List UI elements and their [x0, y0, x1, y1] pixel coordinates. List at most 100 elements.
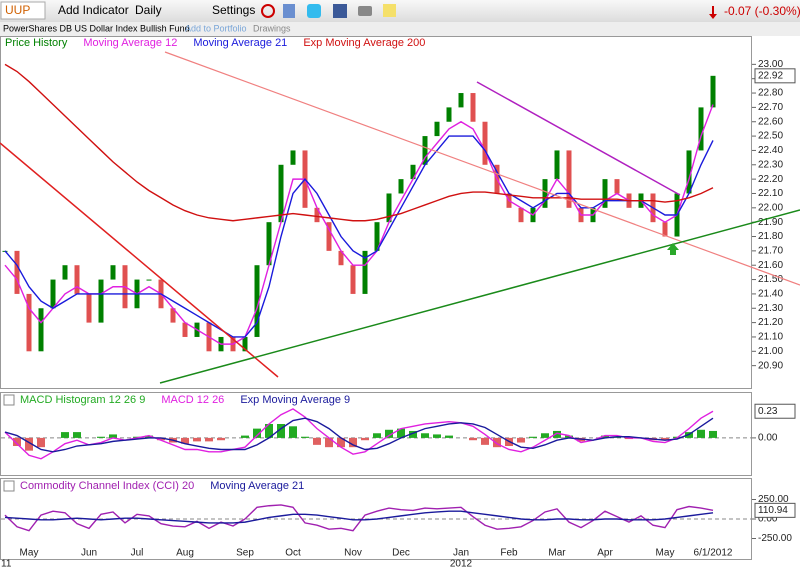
y-tick-label: 22.70: [758, 102, 783, 113]
candle: [266, 222, 272, 266]
histogram-bar: [13, 437, 21, 447]
x-year-label: 11: [1, 559, 12, 569]
series-line: [4, 504, 714, 532]
candle: [710, 75, 716, 108]
candle: [314, 207, 320, 223]
legend-entry: Exp Moving Average 9: [240, 394, 350, 406]
x-tick-label: Feb: [500, 548, 518, 559]
histogram-bar: [469, 437, 477, 441]
down-arrow: [709, 6, 717, 19]
candle: [602, 179, 608, 208]
y-tick-label: 21.40: [758, 289, 783, 300]
candle: [566, 150, 572, 208]
y-tick-label: 21.20: [758, 317, 783, 328]
add-portfolio[interactable]: Add to Portfolio: [185, 23, 247, 33]
price-panel: [0, 36, 752, 389]
x-tick-label: Aug: [176, 548, 194, 559]
histogram-bar: [565, 435, 573, 438]
camera-icon[interactable]: [358, 6, 372, 16]
candle: [170, 308, 176, 323]
y-tick-label: -250.00: [758, 533, 792, 544]
trendlines: [0, 51, 800, 384]
candle: [614, 179, 620, 194]
histogram-bar: [601, 435, 609, 438]
histogram-bar: [397, 428, 405, 438]
histogram-bar: [541, 433, 549, 438]
x-tick-label: Jun: [81, 548, 97, 559]
settings[interactable]: Settings: [212, 3, 255, 17]
histogram-bar: [25, 437, 33, 451]
twitter-icon[interactable]: [307, 4, 321, 18]
candle: [38, 308, 44, 352]
candle: [326, 222, 332, 251]
histogram-bar: [349, 437, 357, 448]
add-indicator[interactable]: Add Indicator: [58, 3, 129, 17]
y-tick-label: 21.00: [758, 346, 783, 357]
histogram-bar: [73, 432, 81, 438]
candle: [254, 265, 260, 337]
histogram-bar: [481, 437, 489, 445]
alarm-icon[interactable]: [261, 4, 275, 18]
candle: [98, 279, 104, 323]
histogram-bar: [433, 434, 441, 438]
symbol-box[interactable]: [0, 1, 46, 20]
histogram-bar: [157, 437, 165, 441]
histogram-bar: [193, 437, 201, 442]
series-line: [4, 510, 714, 524]
histogram-bar: [409, 430, 417, 438]
candle: [362, 250, 368, 294]
candle: [518, 207, 524, 223]
symbol: UUP: [5, 3, 30, 17]
x-tick-label: Dec: [392, 548, 410, 559]
close-macd[interactable]: [3, 394, 15, 406]
y-tick-label: 21.80: [758, 231, 783, 242]
last-value: 110.94: [758, 505, 788, 516]
y-tick-label: 21.70: [758, 246, 783, 257]
candle: [74, 265, 80, 294]
last-value: 22.92: [758, 70, 783, 81]
legend-entry: Moving Average 21: [193, 37, 287, 49]
sticky-icon[interactable]: [383, 4, 396, 17]
series-line: [4, 63, 714, 222]
y-tick-label: 22.00: [758, 202, 783, 213]
histogram-bar: [553, 430, 561, 438]
last-value-box: [754, 502, 796, 518]
y-tick-label: 22.80: [758, 88, 783, 99]
histogram-bar: [289, 426, 297, 438]
candle: [410, 164, 416, 180]
candle: [26, 293, 32, 352]
candle: [242, 336, 248, 352]
trendline: [0, 142, 279, 378]
period[interactable]: Daily: [135, 3, 162, 17]
x-tick-label: Sep: [236, 548, 254, 559]
trendline: [159, 209, 800, 384]
y-tick-label: 22.30: [758, 159, 783, 170]
x-tick-label: Oct: [285, 548, 301, 559]
legend-entry: Exp Moving Average 200: [303, 37, 425, 49]
macd-panel: [0, 392, 752, 476]
notes-icon[interactable]: [283, 4, 295, 18]
candle: [146, 279, 152, 281]
histogram-bar: [493, 437, 501, 448]
histogram-bar: [181, 437, 189, 444]
x-tick-label: Jan: [453, 548, 469, 559]
y-tick-label: 22.60: [758, 116, 783, 127]
y-tick-label: 21.10: [758, 332, 783, 343]
y-tick-label: 21.90: [758, 217, 783, 228]
y-tick-label: 0.00: [758, 514, 778, 525]
candle: [482, 121, 488, 165]
legend-entry: Moving Average 12: [83, 37, 177, 49]
y-tick-label: 21.30: [758, 303, 783, 314]
toolbar: [0, 0, 800, 22]
y-tick-label: 22.50: [758, 131, 783, 142]
histogram-bar: [61, 432, 69, 438]
histogram-bar: [529, 436, 537, 438]
candle: [470, 93, 476, 122]
facebook-icon[interactable]: [333, 4, 347, 18]
legend-entry: Commodity Channel Index (CCI) 20: [20, 480, 194, 492]
candle: [182, 322, 188, 337]
close-cci[interactable]: [3, 480, 15, 492]
histogram-bar: [241, 435, 249, 438]
drawings[interactable]: Drawings: [253, 23, 291, 33]
histogram-bar: [385, 429, 393, 438]
